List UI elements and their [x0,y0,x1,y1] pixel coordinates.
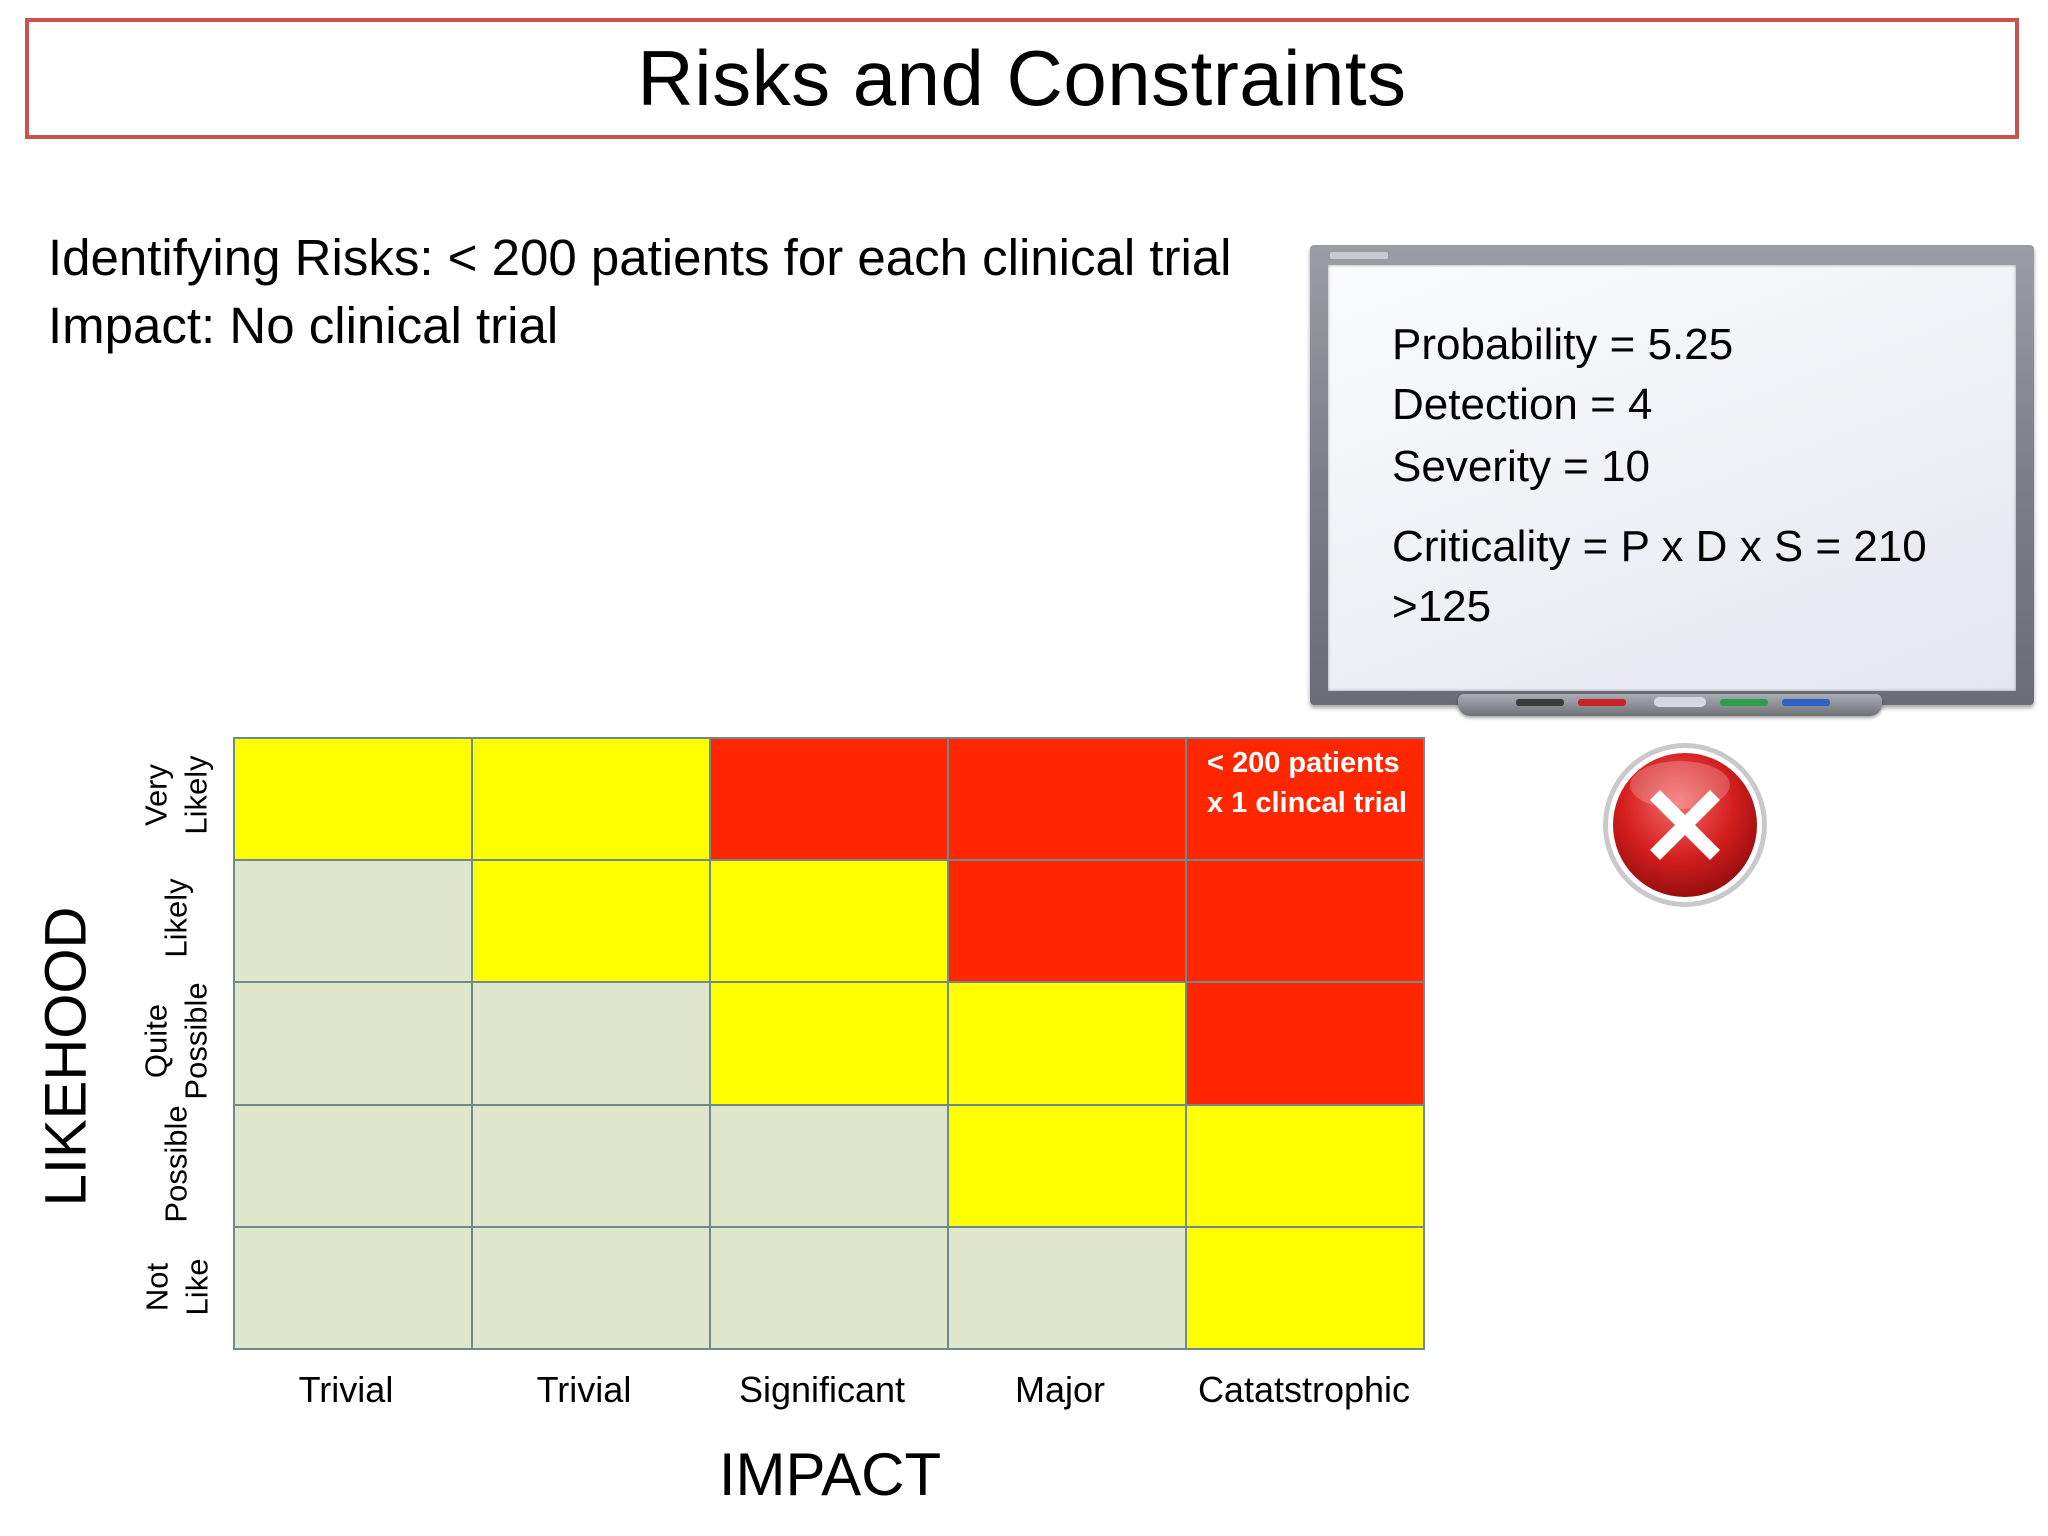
red-x-icon [1603,743,1767,907]
matrix-cell-r5-c3 [710,1226,948,1349]
matrix-cell-r3-c4 [948,982,1186,1105]
page-title: Risks and Constraints [637,34,1407,122]
whiteboard-logo [1330,252,1388,259]
matrix-cell-r1-c1 [234,738,472,861]
matrix-cell-r2-c2 [472,860,710,983]
risk-matrix: < 200 patients x 1 clincal trial [233,737,1425,1350]
black-pen-icon [1516,699,1564,706]
criticality-threshold: >125 [1392,582,1492,631]
column-label-catastrophic: Catatstrophic [1197,1369,1411,1410]
detection-value: Detection = 4 [1392,380,1653,429]
matrix-cell-r4-c3 [710,1104,948,1227]
matrix-cell-r2-c1 [234,860,472,983]
matrix-cell-r4-c2 [472,1104,710,1227]
risk-note: < 200 patients x 1 clincal trial [1207,747,1407,819]
row-label-not-like: Not Like [132,1227,222,1347]
row-label-possible: Possible [132,1104,222,1224]
red-pen-icon [1578,699,1626,706]
risk-identification-text: Identifying Risks: < 200 patients for ea… [48,229,1232,286]
row-label-very-likely: Very Likely [132,735,222,855]
matrix-cell-r3-c3 [710,982,948,1105]
column-label-major: Major [1014,1369,1106,1410]
criticality-value: Criticality = P x D x S = 210 [1392,522,1927,571]
row-label-possible-text: Possible [159,1105,194,1223]
matrix-cell-r3-c1 [234,982,472,1105]
whiteboard-surface [1328,265,2016,691]
whiteboard-frame [1310,245,2034,705]
green-pen-icon [1720,699,1768,706]
matrix-cell-r5-c4 [948,1226,1186,1349]
row-label-very-likely-text: Very Likely [138,755,214,835]
matrix-cell-r4-c4 [948,1104,1186,1227]
x-axis-title: IMPACT [718,1441,942,1508]
matrix-cell-r1-c5: < 200 patients x 1 clincal trial [1186,738,1424,861]
matrix-cell-r3-c5 [1186,982,1424,1105]
matrix-cell-r2-c3 [710,860,948,983]
row-label-quite-possible: Quite Possible [132,981,222,1101]
eraser-icon [1654,697,1706,707]
impact-text: Impact: No clinical trial [48,297,559,354]
matrix-cell-r2-c5 [1186,860,1424,983]
matrix-cell-r5-c1 [234,1226,472,1349]
matrix-cell-r5-c5 [1186,1226,1424,1349]
title-box: Risks and Constraints [25,18,2019,139]
column-label-trivial-1: Trivial [298,1369,394,1410]
row-label-quite-possible-text: Quite Possible [139,982,214,1100]
matrix-cell-r4-c5 [1186,1104,1424,1227]
matrix-cell-r4-c1 [234,1104,472,1227]
blue-pen-icon [1782,699,1830,706]
matrix-cell-r1-c2 [472,738,710,861]
matrix-cell-r2-c4 [948,860,1186,983]
column-label-significant: Significant [738,1369,906,1410]
matrix-cell-r1-c3 [710,738,948,861]
matrix-cell-r1-c4 [948,738,1186,861]
matrix-cell-r3-c2 [472,982,710,1105]
row-label-likely-text: Likely [158,878,194,958]
severity-value: Severity = 10 [1392,442,1651,491]
row-label-not-like-text: Not Like [139,1258,214,1316]
column-label-trivial-2: Trivial [536,1369,632,1410]
y-axis-title: LIKEHOOD [20,906,112,1206]
y-axis-title-text: LIKEHOOD [33,906,99,1206]
row-label-likely: Likely [132,858,222,978]
matrix-cell-r5-c2 [472,1226,710,1349]
probability-value: Probability = 5.25 [1392,320,1734,369]
whiteboard-pen-tray [1458,694,1882,716]
